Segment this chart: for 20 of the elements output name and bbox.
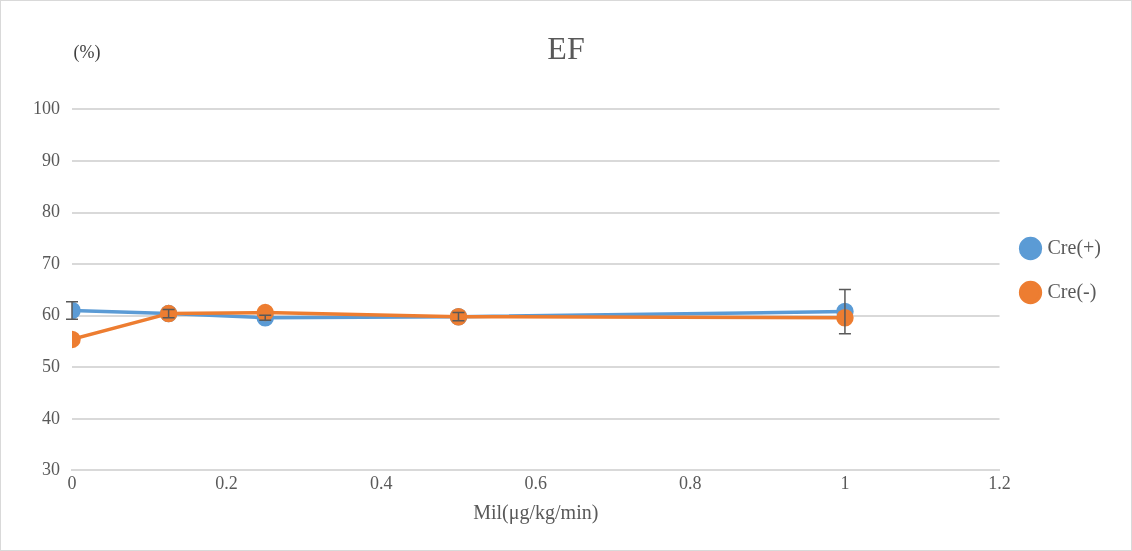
y-tick-label: 100 <box>33 98 60 119</box>
chart-title: EF <box>547 29 585 66</box>
x-tick-label: 1 <box>840 472 850 493</box>
x-tick-label: 0.4 <box>369 472 393 493</box>
y-tick-label: 60 <box>42 304 60 325</box>
x-axis-title: Mil(μg/kg/min) <box>473 501 599 525</box>
y-tick-label: 50 <box>42 355 60 376</box>
x-tick-label: 1.2 <box>988 472 1011 493</box>
y-tick-label: 40 <box>42 407 60 428</box>
legend-label: Cre(+) <box>1047 235 1102 259</box>
x-tick-label: 0 <box>67 472 77 493</box>
y-tick-label: 70 <box>42 252 60 273</box>
legend-label: Cre(-) <box>1047 279 1097 303</box>
y-tick-label: 30 <box>42 459 60 480</box>
x-tick-label: 0.8 <box>679 472 702 493</box>
y-tick-label: 90 <box>42 149 60 170</box>
x-tick-label: 0.2 <box>215 472 238 493</box>
y-tick-label: 80 <box>42 201 60 222</box>
x-tick-label: 0.6 <box>524 472 548 493</box>
y-axis-title: (%) <box>73 41 101 63</box>
